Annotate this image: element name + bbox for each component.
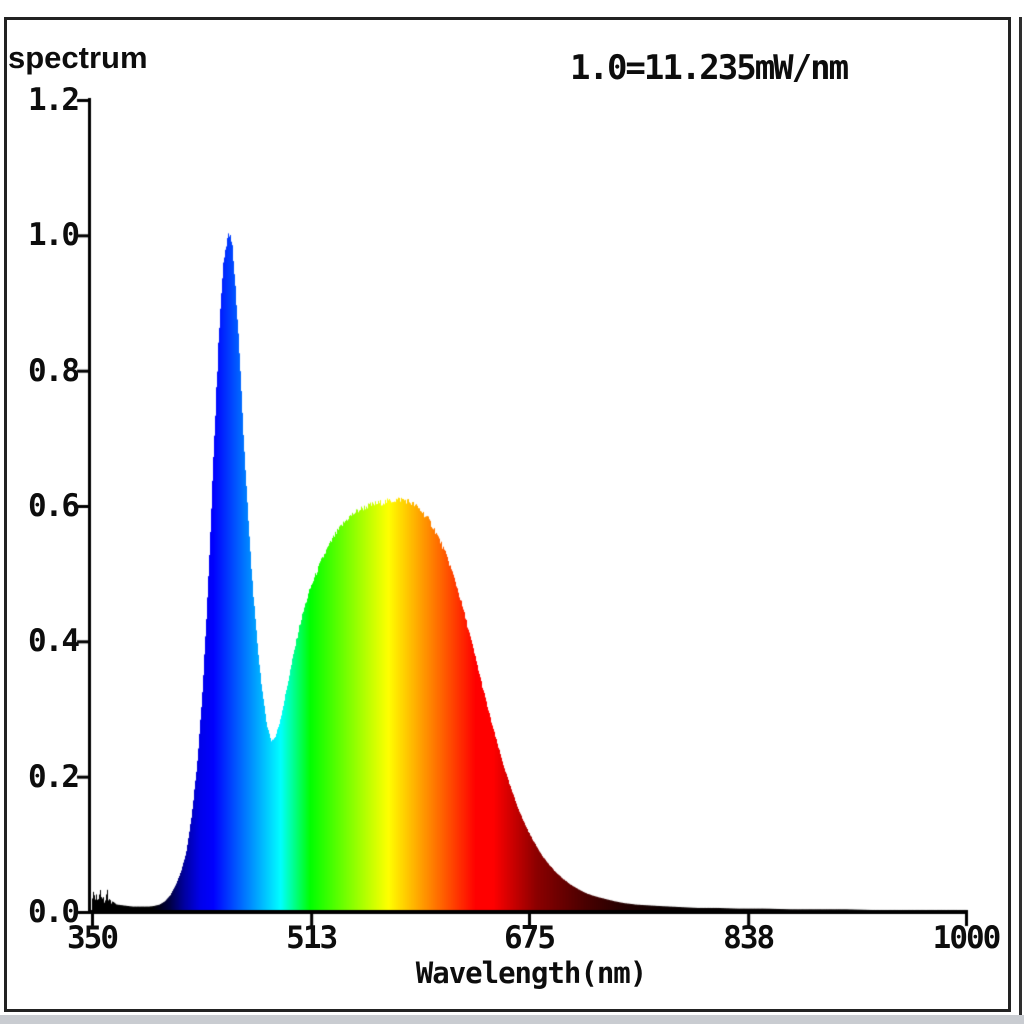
y-tick-label: 0.4 — [28, 623, 80, 660]
y-tick-label: 0.2 — [28, 758, 80, 795]
x-tick-label: 675 — [504, 920, 556, 956]
x-tick-label: 1000 — [932, 920, 1002, 956]
y-tick-label: 0.6 — [28, 488, 80, 524]
scale-annotation: 1.0=11.235mW/nm — [570, 48, 849, 88]
x-axis-title: Wavelength(nm) — [415, 956, 647, 990]
chart-title: spectrum — [8, 40, 148, 75]
x-tick-label: 838 — [723, 920, 775, 956]
y-tick-label: 1.0 — [28, 217, 80, 254]
x-tick-label: 513 — [286, 920, 338, 956]
x-tick-label: 350 — [67, 920, 119, 956]
y-tick-label: 0.8 — [28, 352, 80, 389]
y-tick-label: 1.2 — [28, 82, 80, 118]
y-tick-label: 0.0 — [28, 894, 80, 930]
